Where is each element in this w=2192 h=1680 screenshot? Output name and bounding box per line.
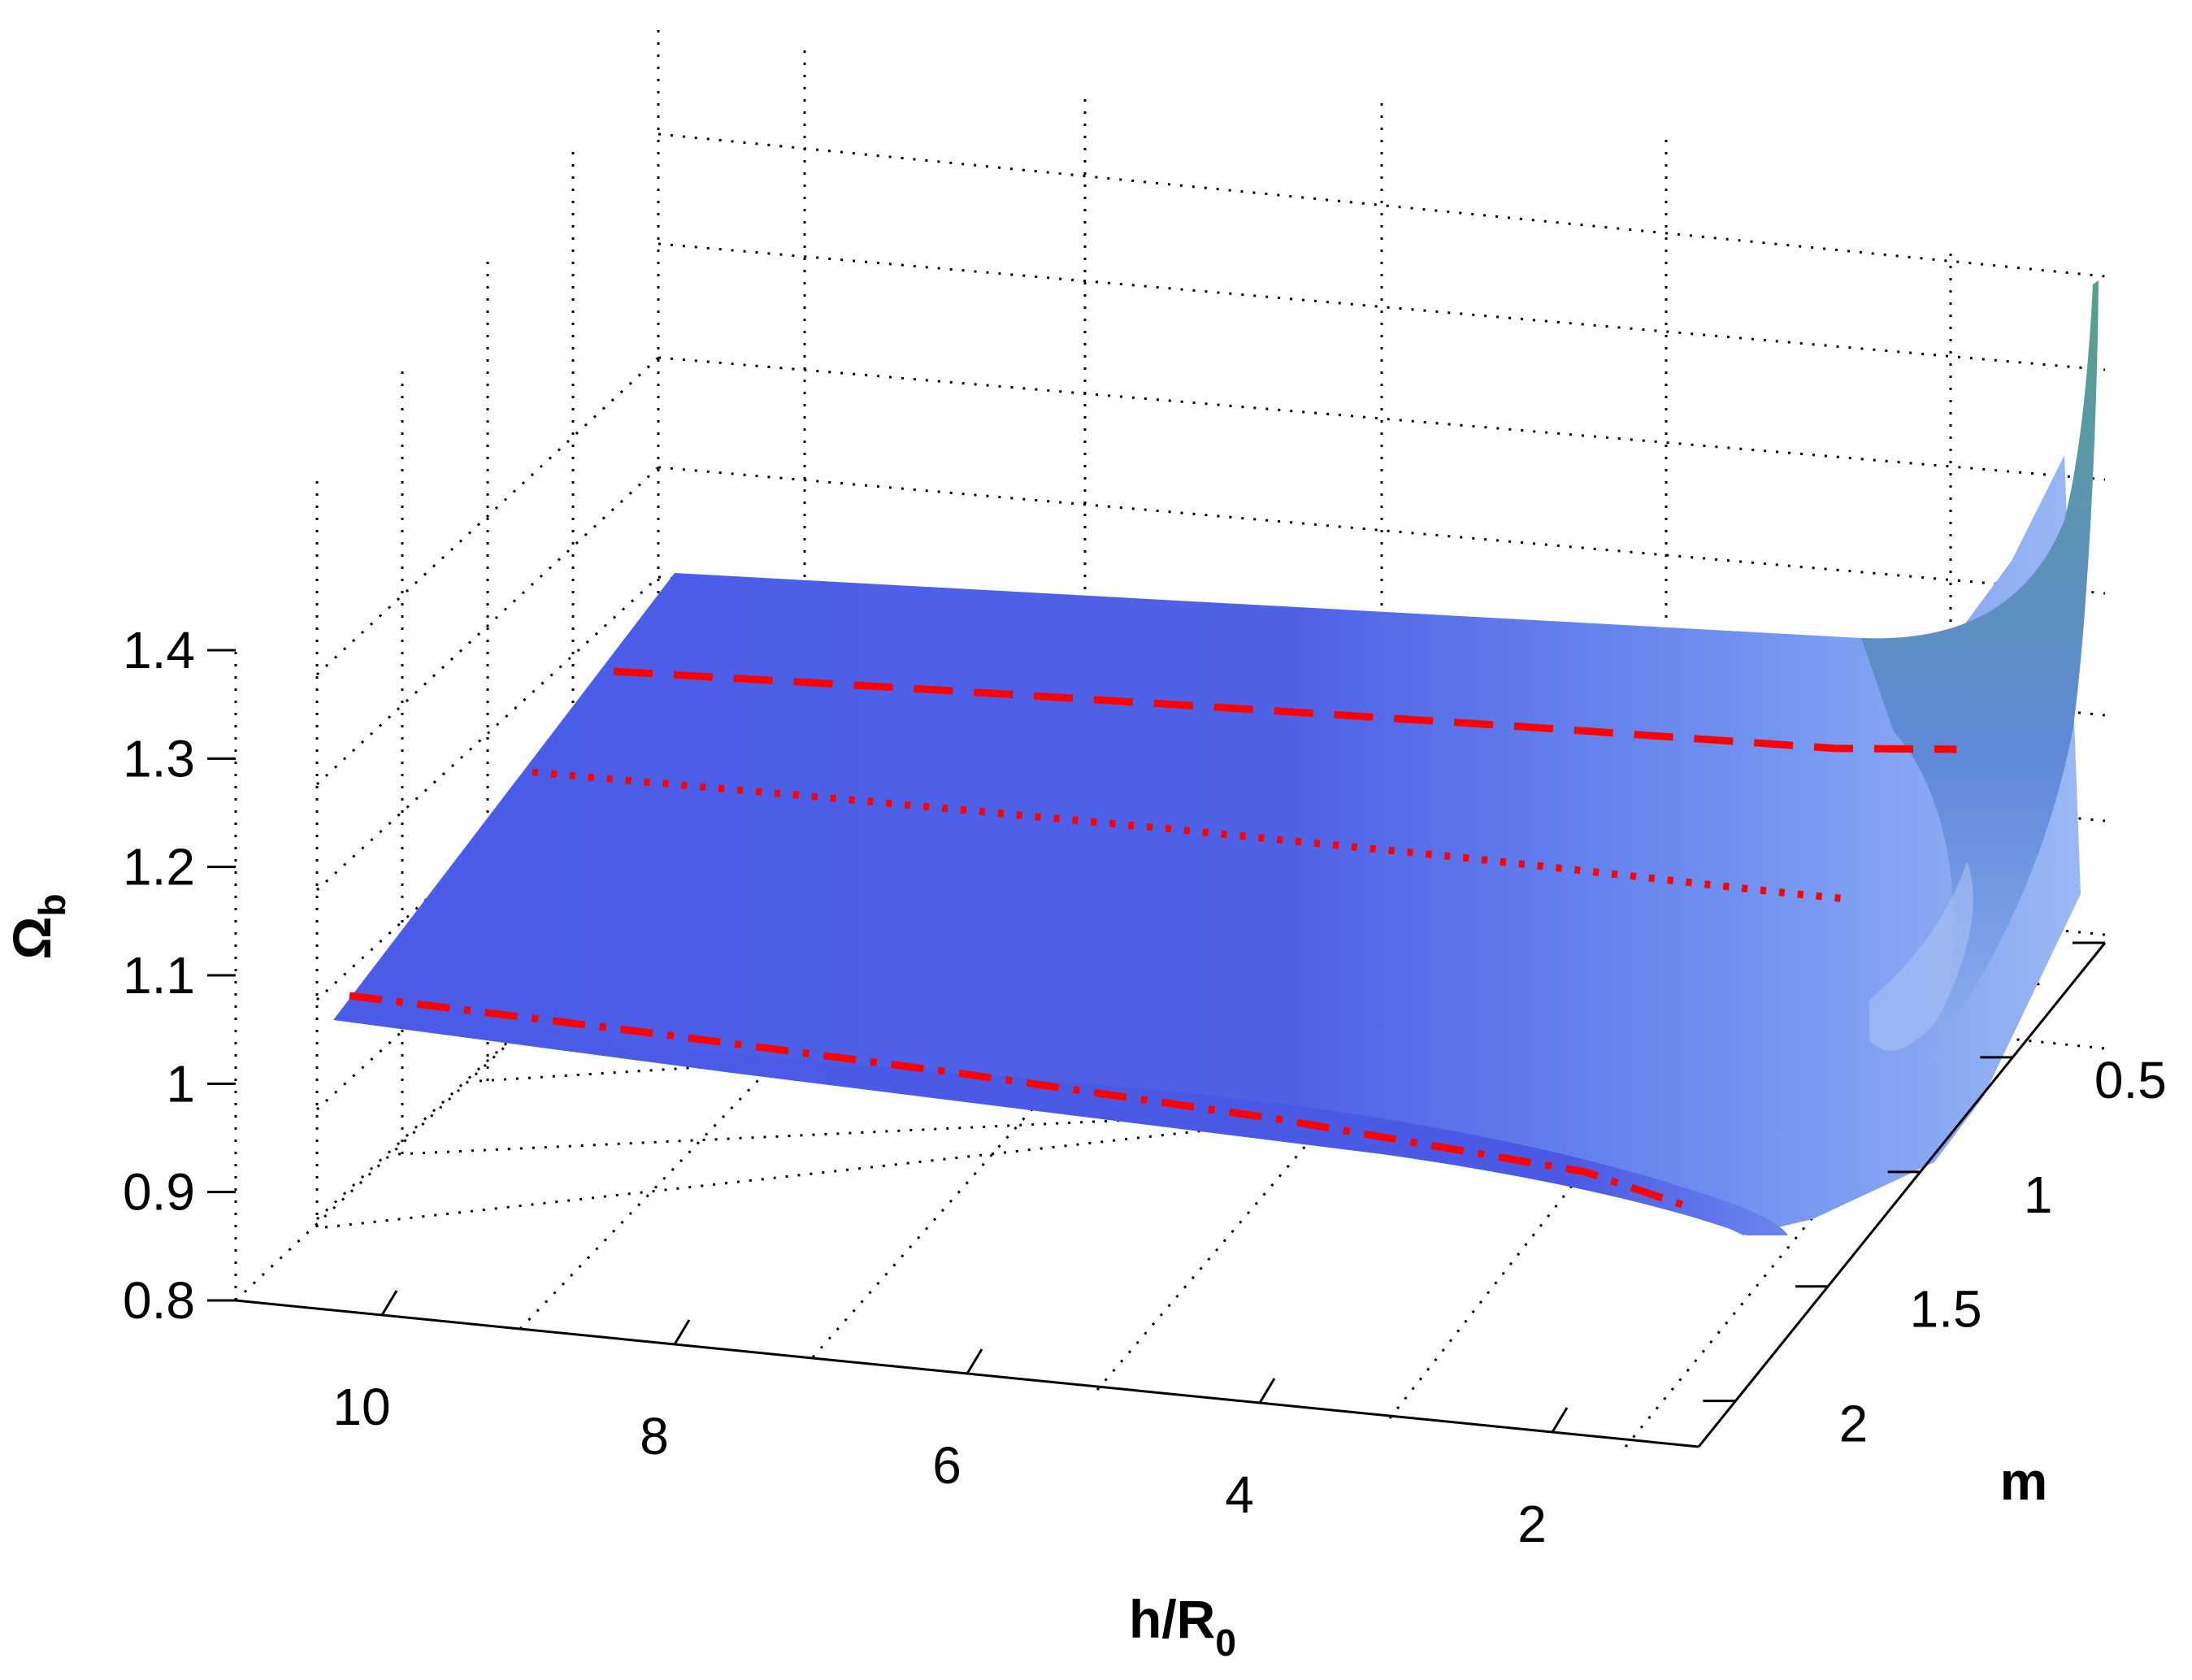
x-tick-mark bbox=[966, 1348, 983, 1374]
grid-line bbox=[324, 1047, 1951, 1229]
x-axis-title: h/R0 bbox=[1129, 1589, 1236, 1664]
grid-line bbox=[315, 466, 660, 786]
z-tick-label: 1 bbox=[166, 1054, 195, 1113]
y-tick-label: 2 bbox=[1839, 1395, 1869, 1453]
z-tick-label: 1.1 bbox=[123, 946, 195, 1005]
x-tick-mark bbox=[1258, 1378, 1276, 1404]
z-tick-label: 1.2 bbox=[123, 838, 195, 896]
grid-line bbox=[658, 356, 2106, 481]
curve-dashed bbox=[613, 667, 1957, 753]
z-tick-label: 1.3 bbox=[123, 729, 195, 788]
x-ticks: 10 8 6 4 2 bbox=[332, 1290, 1569, 1553]
x-tick-label: 10 bbox=[332, 1378, 390, 1436]
y-axis-title: m bbox=[2000, 1451, 2048, 1511]
grid-line bbox=[315, 901, 660, 1221]
x-tick-label: 6 bbox=[932, 1436, 961, 1495]
x-tick-mark bbox=[380, 1290, 398, 1316]
z-axis-title: Ωb bbox=[2, 893, 73, 959]
curve-dash-dot bbox=[349, 992, 1695, 1212]
y-axis-line bbox=[1697, 942, 2107, 1448]
y-ticks: 00.511.52 bbox=[1703, 941, 2167, 1453]
x-tick-mark bbox=[1551, 1407, 1569, 1433]
surface-glow bbox=[1869, 862, 1973, 1052]
z-tick-label: 1.4 bbox=[123, 621, 195, 679]
grid-line bbox=[811, 970, 1156, 1358]
y-tick-label: 1 bbox=[2024, 1166, 2053, 1224]
z-tick-label: 0.9 bbox=[123, 1163, 195, 1222]
y-tick-label: 0.5 bbox=[2094, 1051, 2167, 1109]
surface-top bbox=[333, 455, 2081, 1235]
y-tick-label: 1.5 bbox=[1910, 1280, 1982, 1339]
z-ticks: 1.4 1.3 1.2 1.1 1 0.9 0.8 bbox=[123, 621, 236, 1330]
x-tick-label: 2 bbox=[1517, 1495, 1547, 1553]
surface-wall bbox=[1861, 280, 2099, 1073]
grid-line bbox=[315, 356, 660, 676]
x-tick-label: 4 bbox=[1225, 1465, 1254, 1524]
z-tick-label: 0.8 bbox=[123, 1271, 195, 1330]
x-tick-label: 8 bbox=[640, 1407, 669, 1465]
surface bbox=[333, 280, 2099, 1235]
x-tick-mark bbox=[673, 1319, 691, 1345]
curves bbox=[349, 667, 1957, 1212]
grid-line bbox=[658, 132, 2106, 278]
